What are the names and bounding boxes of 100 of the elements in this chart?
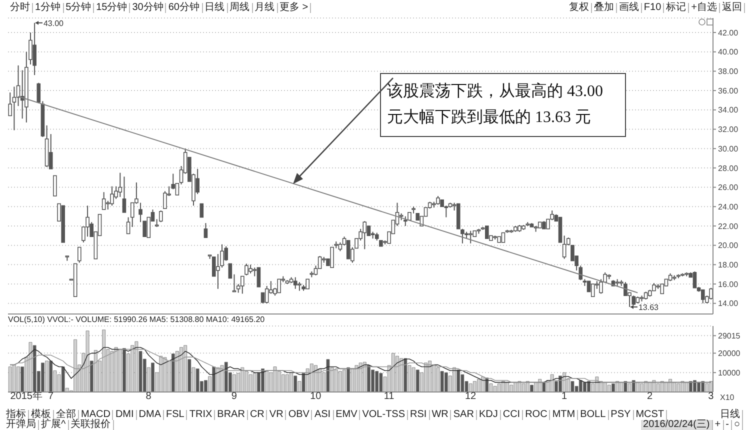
candlestick xyxy=(700,289,705,304)
candlestick xyxy=(468,230,473,244)
candlestick xyxy=(256,267,261,288)
bar xyxy=(607,384,611,392)
y-tick-label: 10000 xyxy=(718,368,741,378)
bar xyxy=(290,372,293,392)
bar xyxy=(49,360,53,392)
y-tick-label: 26.00 xyxy=(718,183,739,192)
annotation: 该股震荡下跌，从最高的 43.00 元大幅下跌到最低的 13.63 元 xyxy=(380,73,626,137)
bar xyxy=(41,362,44,392)
text: 返回 xyxy=(720,2,745,13)
bar xyxy=(196,368,200,392)
x-tick-label: 7 xyxy=(48,391,54,402)
bar xyxy=(628,383,632,392)
y-tick-label: 14.00 xyxy=(718,299,739,308)
annotation: 13.63 xyxy=(638,302,660,312)
text: 更多 > xyxy=(278,2,312,13)
bar xyxy=(522,383,526,392)
bar xyxy=(636,382,640,392)
bar xyxy=(61,366,65,392)
candlestick xyxy=(163,190,167,210)
y-tick-label: 40.00 xyxy=(718,48,739,57)
text: MACD xyxy=(79,409,114,420)
candlestick xyxy=(362,220,367,250)
y-tick-label: 24.00 xyxy=(718,202,739,212)
text: BRAR xyxy=(215,409,248,420)
bar xyxy=(379,372,383,392)
candlestick xyxy=(485,226,489,239)
text: EMV xyxy=(334,409,360,420)
bar xyxy=(583,382,586,392)
bar xyxy=(32,345,36,392)
bar xyxy=(640,383,644,392)
bar xyxy=(477,378,480,392)
candlestick xyxy=(32,22,36,76)
text: 关联报价 xyxy=(68,419,114,430)
candlestick xyxy=(624,282,628,296)
bar xyxy=(302,372,306,392)
bar xyxy=(664,382,668,392)
candlestick xyxy=(404,216,408,226)
bar xyxy=(672,382,676,392)
y-tick-label: 28.00 xyxy=(718,164,739,173)
x-tick-label: 2 xyxy=(647,391,654,402)
text: OBV xyxy=(286,409,312,420)
bar xyxy=(444,372,448,392)
bar xyxy=(624,381,628,392)
text: 15分钟 xyxy=(94,2,130,13)
bar xyxy=(510,384,514,392)
bar xyxy=(204,380,208,392)
text: 标记 xyxy=(664,2,690,13)
x-tick-label: 8 xyxy=(146,391,152,402)
y-tick-label: 29015 xyxy=(718,332,741,341)
y-tick-label: 20000 xyxy=(718,349,741,358)
y-tick-label: 30.00 xyxy=(718,144,739,154)
text: 日线 xyxy=(202,2,228,13)
bar xyxy=(668,378,672,392)
text: CR xyxy=(248,409,268,420)
text: WR xyxy=(430,409,452,420)
x-tick-label: 9 xyxy=(231,391,238,402)
text: 分时 xyxy=(8,2,33,13)
bar xyxy=(502,381,505,392)
text: 模板 xyxy=(29,409,54,420)
text: 叠加 xyxy=(592,2,617,13)
bar xyxy=(603,382,607,392)
bar xyxy=(110,351,114,392)
text: 5分钟 xyxy=(64,2,94,13)
bar xyxy=(620,382,624,392)
bar xyxy=(122,348,126,392)
bar xyxy=(151,362,154,392)
text: CCI xyxy=(500,409,524,420)
bar xyxy=(542,382,546,392)
text: 指标 xyxy=(4,409,29,420)
x-tick-label: 3 xyxy=(708,391,714,402)
bar xyxy=(404,358,408,392)
bar xyxy=(612,383,615,392)
bar xyxy=(252,372,256,392)
text: - xyxy=(724,419,732,430)
bar xyxy=(526,381,530,392)
bar xyxy=(318,368,322,392)
candlestick xyxy=(366,226,371,236)
bar xyxy=(375,371,379,392)
candlestick xyxy=(122,176,126,213)
candlestick xyxy=(110,186,114,206)
bar xyxy=(506,382,509,392)
bar xyxy=(440,371,444,392)
y-tick-label: 18.00 xyxy=(718,260,739,270)
bar xyxy=(224,362,228,392)
candlestick xyxy=(126,216,130,234)
bar xyxy=(530,384,534,392)
text: 画线 xyxy=(616,2,642,13)
y-tick-label: 36.00 xyxy=(718,86,739,96)
text: RSI xyxy=(408,409,430,420)
candlestick xyxy=(240,276,244,294)
text: 1分钟 xyxy=(33,2,64,13)
text: 30分钟 xyxy=(130,2,166,13)
bar xyxy=(212,366,216,392)
bar xyxy=(709,381,713,392)
chart-title: VOL(5,10) VVOL:- VOLUME: 51990.26 MA5: 51308.80 MA10: 49165.20 xyxy=(8,315,265,324)
candlestick xyxy=(118,172,122,198)
bar xyxy=(644,381,648,392)
bar xyxy=(497,383,501,392)
